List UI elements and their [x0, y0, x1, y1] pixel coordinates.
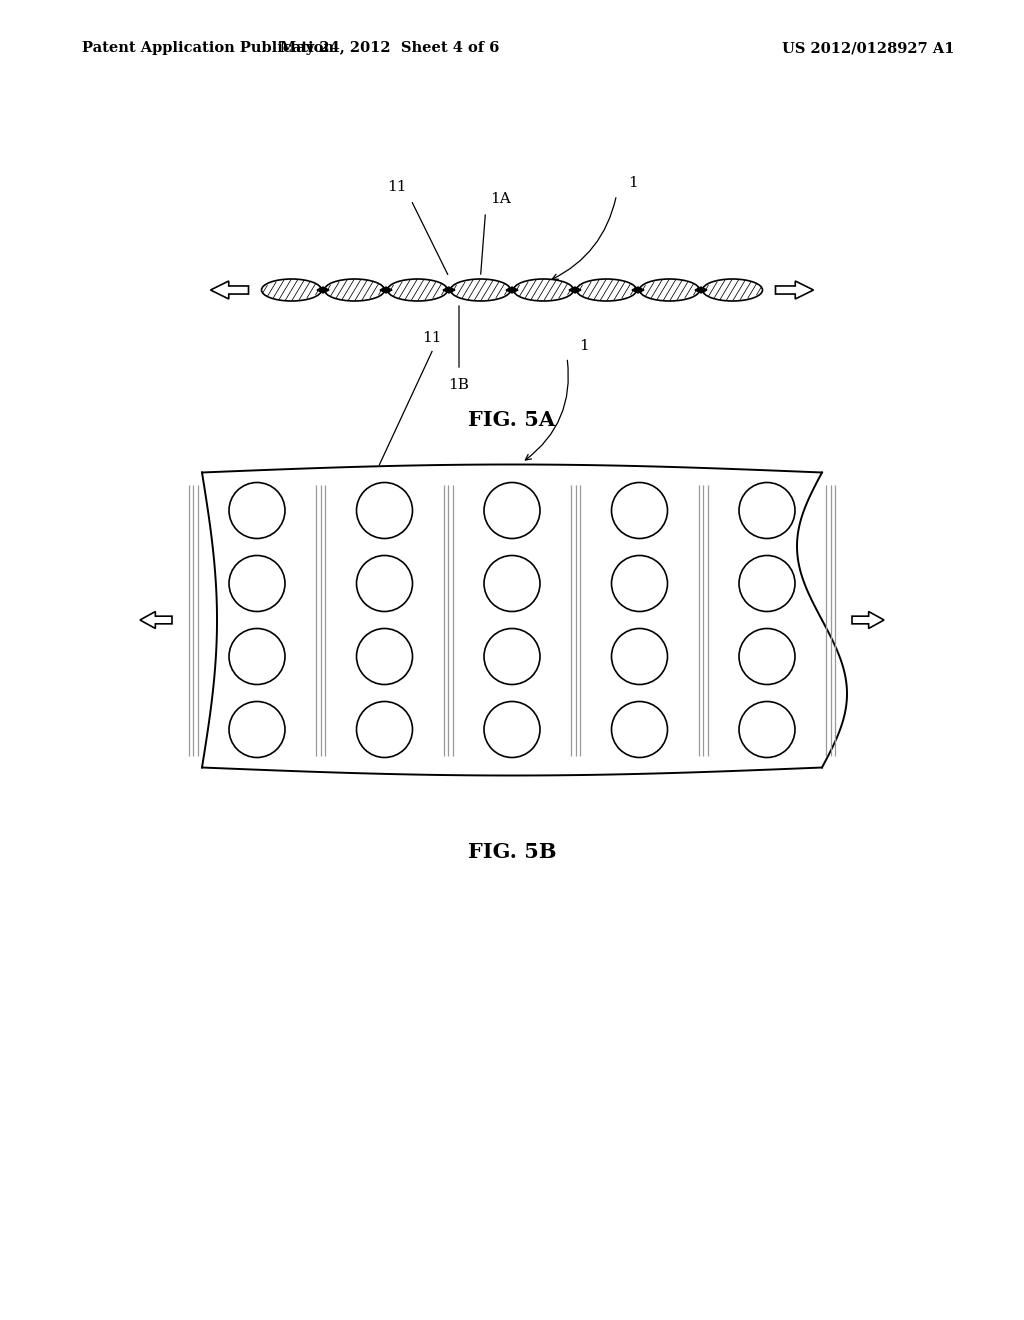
Text: FIG. 5A: FIG. 5A [468, 411, 556, 430]
Text: 11: 11 [422, 331, 441, 346]
Ellipse shape [577, 279, 637, 301]
Polygon shape [386, 286, 392, 293]
Polygon shape [140, 611, 172, 628]
Text: 1: 1 [629, 176, 638, 190]
Text: 1B: 1B [449, 378, 469, 392]
Polygon shape [638, 286, 644, 293]
Polygon shape [632, 286, 638, 293]
Ellipse shape [325, 279, 384, 301]
Polygon shape [506, 286, 512, 293]
Ellipse shape [387, 279, 447, 301]
Polygon shape [695, 286, 701, 293]
Polygon shape [569, 286, 575, 293]
Polygon shape [852, 611, 884, 628]
Ellipse shape [261, 279, 322, 301]
Ellipse shape [513, 279, 573, 301]
Polygon shape [775, 281, 813, 300]
Ellipse shape [702, 279, 763, 301]
Text: 1A: 1A [490, 191, 511, 206]
Polygon shape [449, 286, 455, 293]
Text: May 24, 2012  Sheet 4 of 6: May 24, 2012 Sheet 4 of 6 [281, 41, 500, 55]
Polygon shape [323, 286, 329, 293]
Polygon shape [575, 286, 581, 293]
Text: US 2012/0128927 A1: US 2012/0128927 A1 [781, 41, 954, 55]
Polygon shape [317, 286, 323, 293]
Text: Patent Application Publication: Patent Application Publication [82, 41, 334, 55]
Polygon shape [443, 286, 449, 293]
Text: 1: 1 [580, 338, 589, 352]
Polygon shape [701, 286, 707, 293]
Ellipse shape [451, 279, 511, 301]
Polygon shape [512, 286, 518, 293]
Polygon shape [211, 281, 249, 300]
Text: 11: 11 [387, 180, 407, 194]
Ellipse shape [640, 279, 699, 301]
Polygon shape [380, 286, 386, 293]
Text: FIG. 5B: FIG. 5B [468, 842, 556, 862]
